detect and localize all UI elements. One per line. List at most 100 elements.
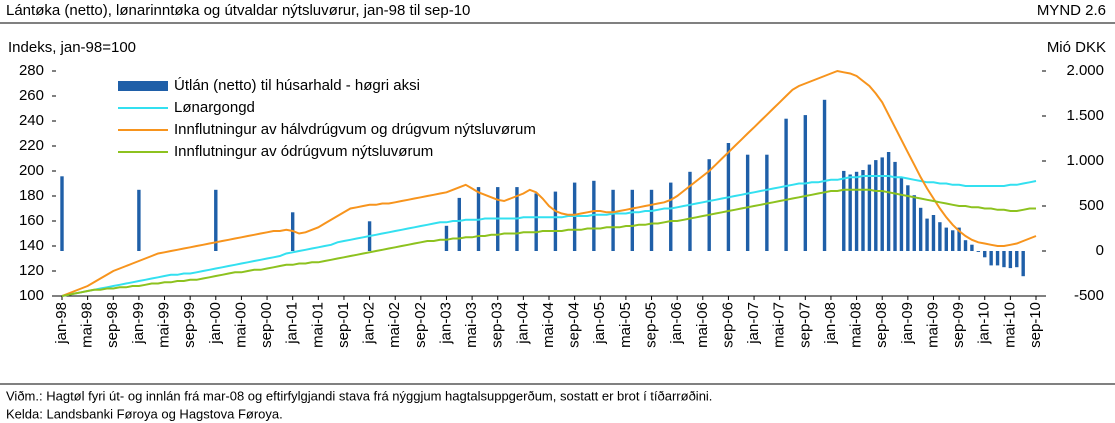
x-tick-label: jan-05 [591,302,608,345]
bar [630,189,635,251]
bar [880,157,884,251]
bar [950,230,955,251]
bar [444,225,449,251]
x-tick-label: sep-08 [873,302,890,348]
line [61,188,1036,297]
bar [944,227,948,251]
x-tick-label: jan-02 [361,302,378,345]
x-tick-label: mai-09 [924,302,941,348]
legend-swatch [118,81,168,91]
bar [457,197,461,251]
y2-tick-label: 2.000 [1066,62,1104,79]
x-tick-label: jan-98 [53,302,70,345]
x-tick-label: sep-02 [412,302,429,348]
y2-tick-label: 1.500 [1066,107,1104,124]
x-tick-label: jan-03 [437,302,454,345]
y-tick-label: 120 [19,262,44,279]
x-tick-label: sep-05 [642,302,659,348]
bar [137,189,141,251]
bar [1002,251,1006,268]
bar [848,174,852,251]
bar [854,171,859,251]
bar [784,118,788,251]
y-tick-label: 180 [19,187,44,204]
bar [745,154,750,251]
x-tick-label: mai-07 [771,302,788,348]
legend-label: Útlán (netto) til húsarhald - høgri aksi [174,77,420,94]
x-tick-label: jan-04 [514,302,531,345]
bar [534,193,538,251]
y-tick-label: 260 [19,87,44,104]
x-tick-label: mai-06 [694,302,711,348]
bar [214,189,218,251]
y-tick-label: 240 [19,112,44,129]
bar [976,251,981,252]
footnote: Viðm.: Hagtøl fyri út- og innlán frá mar… [6,388,712,403]
x-tick-label: jan-10 [976,302,993,345]
bar [1008,251,1013,269]
bar [963,240,968,251]
x-tick-label: mai-98 [79,302,96,348]
x-tick-label: mai-10 [1001,302,1018,348]
bar [553,191,558,251]
bar [912,195,916,251]
line [61,69,1037,297]
bar [970,244,974,251]
x-tick-label: sep-07 [796,302,813,348]
bar [938,222,942,251]
bar [611,189,615,251]
x-tick-label: jan-06 [668,302,685,345]
x-tick-label: jan-99 [130,302,147,345]
x-tick-label: sep-03 [489,302,506,348]
x-tick-label: sep-09 [950,302,967,348]
x-tick-label: sep-01 [335,302,352,348]
x-tick-label: jan-01 [284,302,301,345]
legend-label: Innflutningur av hálvdrúgvum og drúgvum … [174,121,536,138]
x-tick-label: jan-07 [745,302,762,345]
y2-tick-label: 1.000 [1066,152,1104,169]
y-tick-label: 280 [19,62,44,79]
y-tick-label: 200 [19,162,44,179]
y2-tick-label: 0 [1096,242,1104,259]
bar [842,170,846,251]
x-tick-label: jan-00 [207,302,224,345]
bar [1021,251,1025,277]
bar [60,176,64,251]
x-tick-label: sep-04 [566,302,583,348]
x-tick-label: sep-00 [258,302,275,348]
y-tick-label: 160 [19,212,44,229]
x-tick-label: sep-06 [719,302,736,348]
bar [861,170,865,251]
chart-title: Lántøka (netto), lønarinntøka og útvalda… [6,2,470,19]
legend-label: Innflutningur av ódrúgvum nýtsluvørum [174,143,433,160]
bar [867,164,872,251]
bar [957,227,961,251]
legend-label: Lønargongd [174,99,255,116]
bar [874,160,878,251]
bar [893,161,897,251]
x-tick-label: mai-08 [848,302,865,348]
y2-axis-label: Mió DKK [1047,39,1106,56]
bar [925,218,929,251]
bar [1015,251,1019,268]
bar [822,99,827,251]
x-tick-label: mai-04 [540,302,557,348]
bar [989,251,993,266]
bar [931,215,936,251]
bar [906,185,910,251]
line [61,175,1037,297]
x-tick-label: jan-09 [899,302,916,345]
bar [886,152,891,251]
bar [995,251,1000,266]
bar [688,171,692,251]
source-note: Kelda: Landsbanki Føroya og Hagstova Før… [6,406,283,421]
bar [983,251,987,258]
bar [918,207,923,251]
x-tick-label: sep-10 [1027,302,1044,348]
y-axis-label: Indeks, jan-98=100 [8,39,136,56]
bar [649,189,654,251]
x-tick-label: jan-08 [822,302,839,345]
y-tick-label: 100 [19,287,44,304]
figure-label: MYND 2.6 [1037,2,1106,19]
